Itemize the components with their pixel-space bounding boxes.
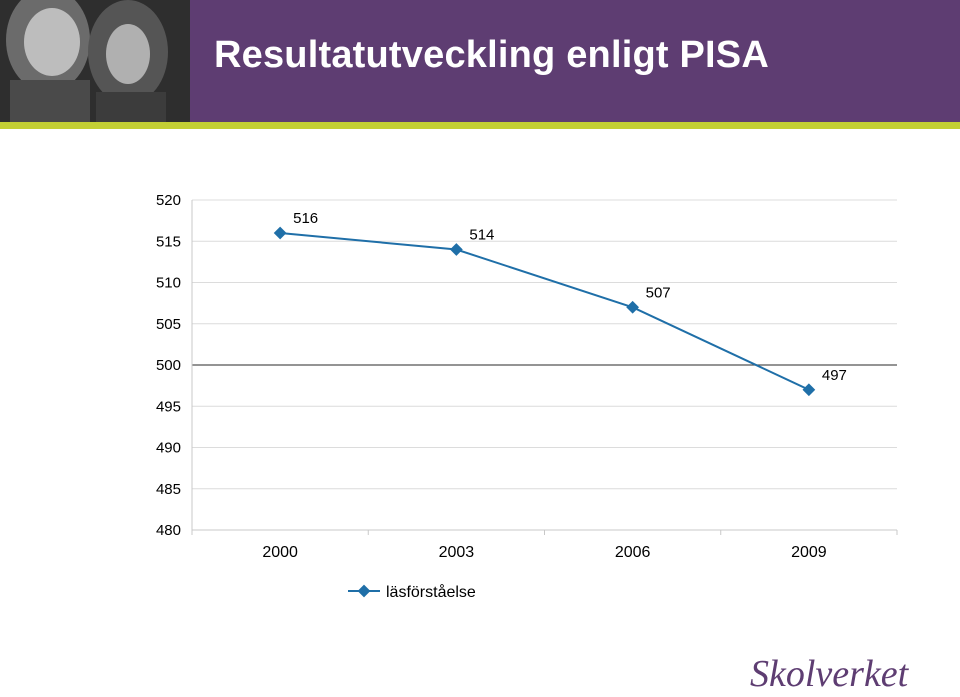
data-label: 516 — [293, 210, 318, 227]
data-point — [450, 243, 463, 256]
chart-grid — [192, 199, 897, 490]
accent-stripe — [0, 122, 960, 129]
chart-legend: läsförståelse — [348, 583, 476, 601]
x-tick-label: 2006 — [615, 544, 651, 561]
y-axis-ticks: 480 485 490 495 500 505 510 515 520 — [156, 192, 181, 539]
data-label: 507 — [646, 284, 671, 301]
portrait-image — [0, 0, 190, 122]
x-tick-label: 2000 — [262, 544, 298, 561]
y-tick-label: 495 — [156, 398, 181, 415]
chart-axes — [191, 200, 898, 535]
x-tick-label: 2003 — [439, 544, 475, 561]
data-label: 514 — [469, 227, 494, 244]
y-tick-label: 515 — [156, 233, 181, 250]
y-tick-label: 510 — [156, 275, 181, 292]
y-tick-label: 485 — [156, 481, 181, 498]
y-tick-label: 490 — [156, 440, 181, 457]
x-axis-ticks: 2000 2003 2006 2009 — [262, 544, 826, 561]
page-title: Resultatutveckling enligt PISA — [214, 34, 769, 76]
y-tick-label: 480 — [156, 522, 181, 539]
y-tick-label: 520 — [156, 192, 181, 209]
data-label: 497 — [822, 367, 847, 384]
data-point — [802, 383, 816, 397]
legend-label: läsförståelse — [386, 583, 476, 601]
header-photo — [0, 0, 190, 122]
series-line — [280, 232, 810, 391]
skolverket-logo: Skolverket — [750, 653, 909, 695]
data-point — [626, 300, 639, 314]
data-point — [273, 226, 287, 240]
header-banner: Resultatutveckling enligt PISA — [0, 0, 960, 122]
x-tick-label: 2009 — [791, 544, 827, 561]
y-tick-label: 500 — [156, 357, 181, 374]
legend-marker — [357, 584, 371, 598]
series-group: 516 514 507 497 — [273, 210, 847, 397]
y-tick-label: 505 — [156, 316, 181, 333]
